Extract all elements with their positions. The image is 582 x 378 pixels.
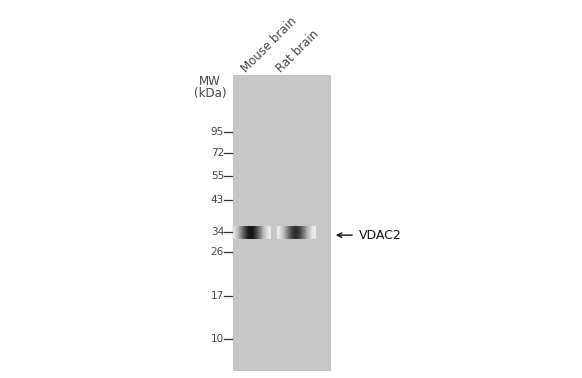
Text: 95: 95 <box>211 127 224 137</box>
Text: VDAC2: VDAC2 <box>359 229 402 242</box>
Text: 72: 72 <box>211 148 224 158</box>
Text: MW: MW <box>199 75 221 88</box>
Text: 55: 55 <box>211 171 224 181</box>
Text: (kDa): (kDa) <box>194 87 226 100</box>
Text: 26: 26 <box>211 247 224 257</box>
Bar <box>233 74 330 370</box>
Text: 34: 34 <box>211 227 224 237</box>
Text: 17: 17 <box>211 291 224 301</box>
Text: Mouse brain: Mouse brain <box>239 14 299 74</box>
Text: 10: 10 <box>211 334 224 344</box>
Text: 43: 43 <box>211 195 224 205</box>
Text: Rat brain: Rat brain <box>274 27 321 74</box>
